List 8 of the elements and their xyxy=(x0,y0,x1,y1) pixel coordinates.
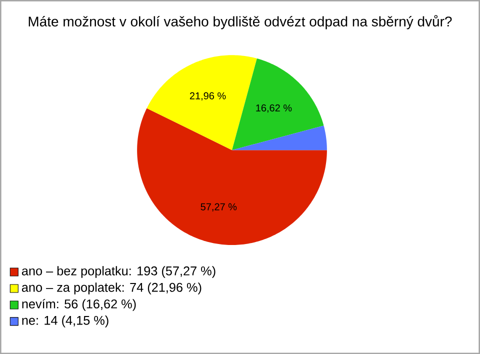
legend-label: ano – bez poplatku: 193 (57,27 %) xyxy=(22,266,216,278)
legend-label: nevím: 56 (16,62 %) xyxy=(22,298,136,311)
data-label: 57,27 % xyxy=(200,203,237,212)
data-label: 21,96 % xyxy=(190,92,226,100)
chart-title: Máte možnost v okolí vašeho bydliště odvézt odpad na sběrný dvůr? xyxy=(28,15,452,30)
legend-label: ano – za poplatek: 74 (21,96 %) xyxy=(22,282,202,294)
legend-label: ne: 14 (4,15 %) xyxy=(22,316,108,328)
data-label: 16,62 % xyxy=(256,104,292,113)
